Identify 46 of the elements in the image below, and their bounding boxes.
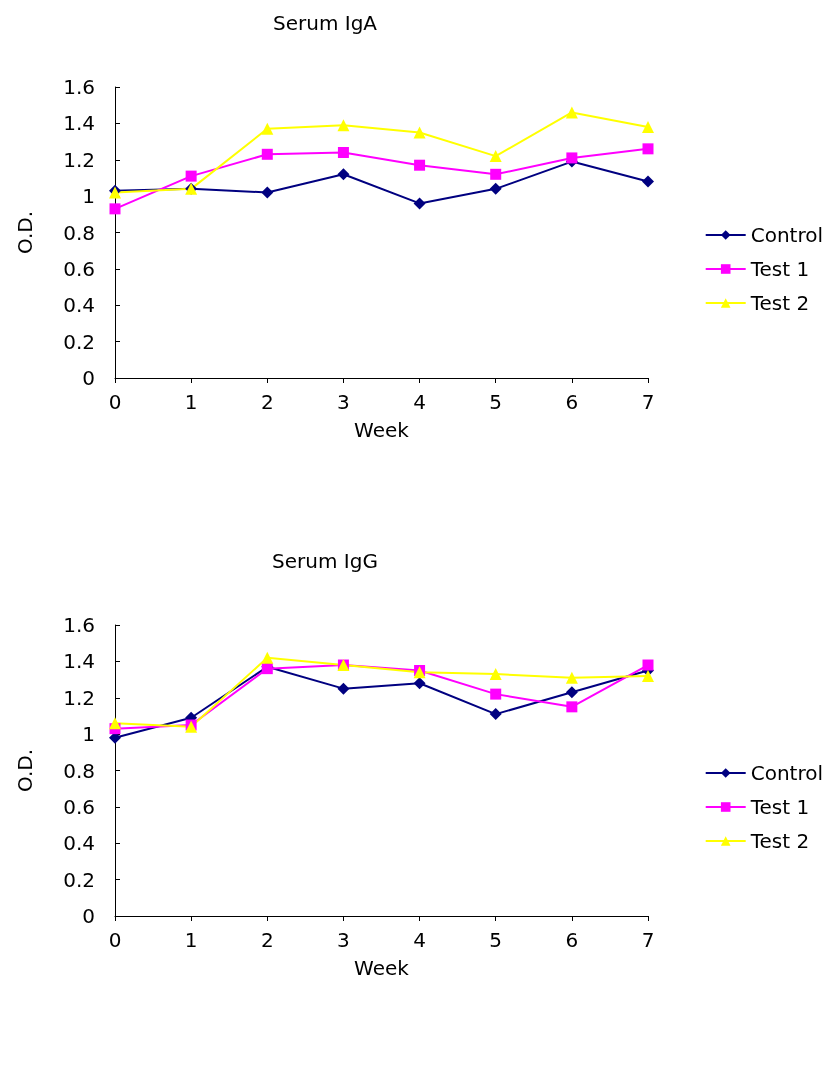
y-tick-label: 0.6 bbox=[63, 256, 95, 281]
y-tick-label: 1.4 bbox=[63, 649, 95, 674]
x-tick-label: 2 bbox=[260, 390, 274, 414]
x-tick-label: 7 bbox=[641, 390, 655, 414]
x-tick-label: 3 bbox=[337, 390, 350, 414]
x-tick-label: 2 bbox=[260, 928, 274, 952]
x-tick-label: 1 bbox=[184, 390, 198, 414]
y-tick-label: 0.6 bbox=[63, 794, 95, 819]
legend-label: Test 2 bbox=[749, 829, 810, 853]
x-tick-label: 5 bbox=[489, 390, 503, 414]
legend-label: Test 1 bbox=[749, 795, 810, 819]
y-tick-label: 1 bbox=[82, 722, 95, 747]
y-tick-label: 0.4 bbox=[63, 831, 95, 856]
y-axis-title: O.D. bbox=[13, 210, 37, 255]
x-tick-label: 7 bbox=[641, 928, 655, 952]
legend-label: Test 2 bbox=[749, 291, 810, 315]
y-tick-label: 1.6 bbox=[63, 613, 95, 637]
chart-title: Serum IgG bbox=[272, 549, 378, 573]
chart-title: Serum IgA bbox=[272, 11, 378, 35]
y-tick-label: 0.8 bbox=[63, 758, 95, 783]
x-tick-label: 0 bbox=[108, 928, 122, 952]
x-tick-label: 4 bbox=[413, 390, 426, 414]
x-tick-label: 1 bbox=[184, 928, 198, 952]
y-tick-label: 1.4 bbox=[63, 111, 95, 136]
y-tick-label: 0.2 bbox=[63, 867, 95, 892]
y-tick-label: 1 bbox=[82, 184, 95, 209]
y-tick-label: 0.2 bbox=[63, 329, 95, 354]
y-tick-label: 1.6 bbox=[63, 75, 95, 99]
y-tick-label: 1.2 bbox=[63, 147, 95, 172]
x-axis-title: Week bbox=[354, 956, 410, 980]
x-tick-label: 3 bbox=[337, 928, 350, 952]
y-tick-label: 0 bbox=[82, 366, 95, 390]
legend-label: Control bbox=[750, 223, 823, 247]
legend-label: Control bbox=[750, 761, 823, 785]
y-tick-label: 0.4 bbox=[63, 293, 95, 318]
x-tick-label: 6 bbox=[565, 928, 579, 952]
y-tick-label: 0 bbox=[82, 904, 95, 928]
x-tick-label: 5 bbox=[489, 928, 503, 952]
y-axis-title: O.D. bbox=[13, 748, 37, 793]
legend-label: Test 1 bbox=[749, 257, 810, 281]
x-axis-title: Week bbox=[354, 418, 410, 442]
y-tick-label: 1.2 bbox=[63, 685, 95, 710]
x-tick-label: 4 bbox=[413, 928, 426, 952]
x-tick-label: 6 bbox=[565, 390, 579, 414]
y-tick-label: 0.8 bbox=[63, 220, 95, 245]
x-tick-label: 0 bbox=[108, 390, 122, 414]
